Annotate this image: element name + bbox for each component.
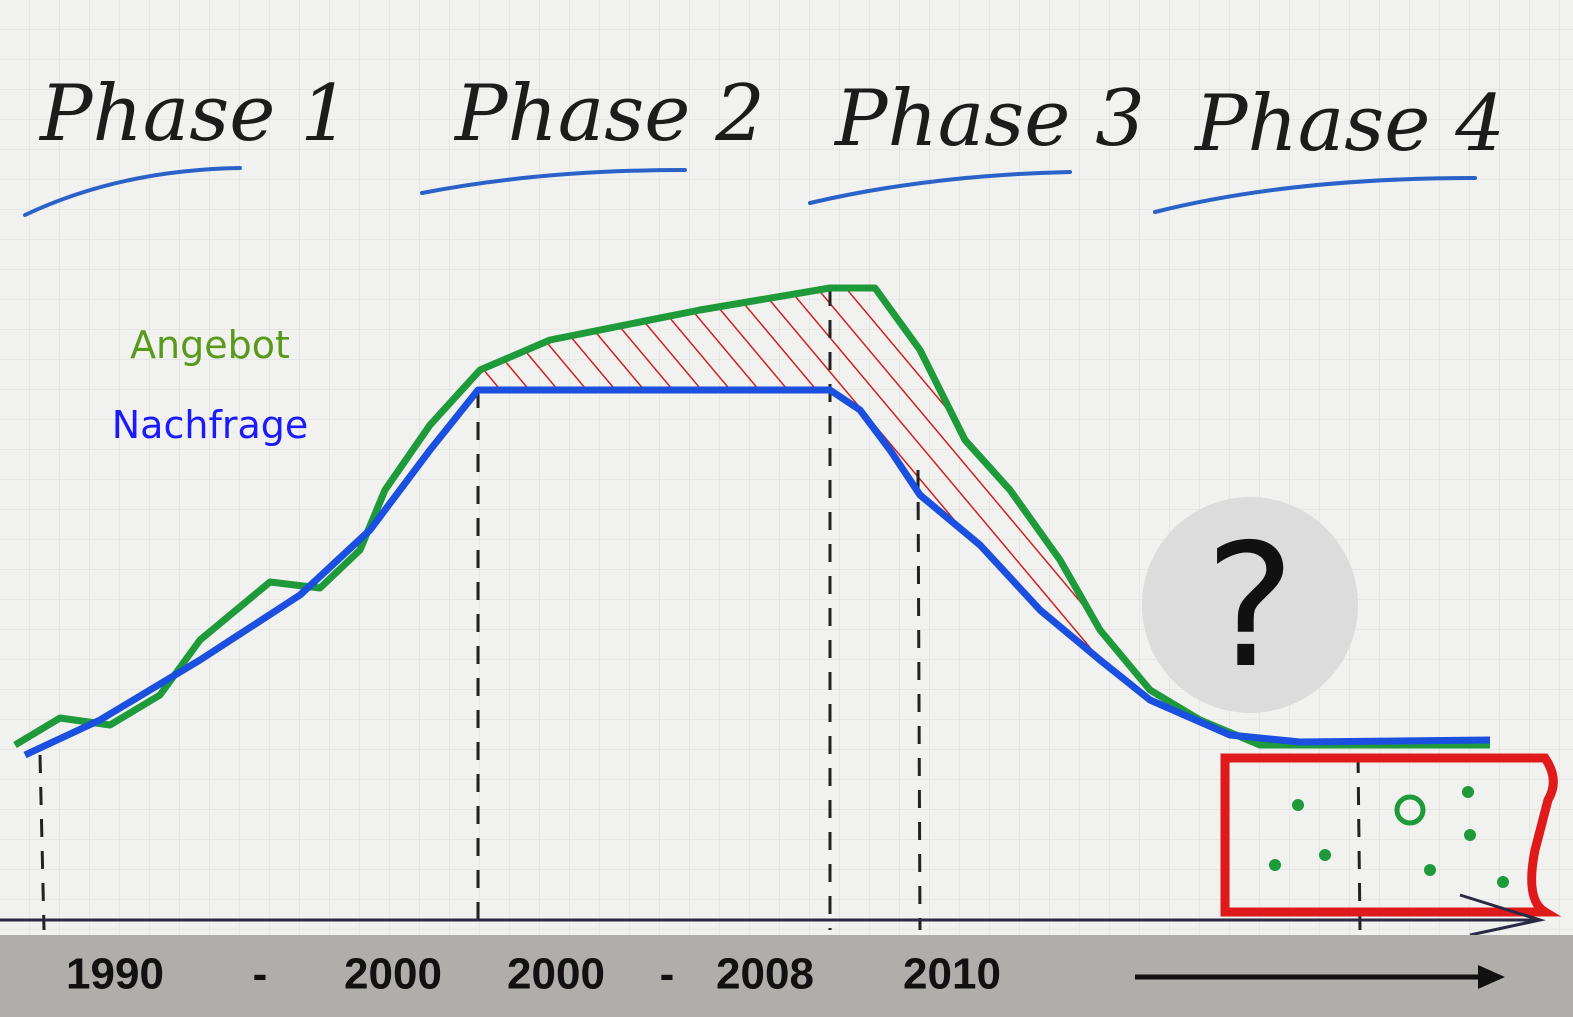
timeline-label: 2008 (716, 950, 814, 999)
dashed-marker (918, 470, 920, 930)
timeline-label: 2000 (507, 950, 605, 999)
timeline-label: 1990 (66, 950, 164, 999)
timeline-label: - (253, 950, 268, 999)
phase-title: Phase 2 (453, 69, 765, 159)
question-mark: ? (1205, 508, 1295, 706)
timeline-label: - (660, 950, 675, 999)
page: {"phases": ["Phase 1", "Phase 2", "Phase… (0, 0, 1573, 1017)
phase-title: Phase 3 (833, 74, 1145, 164)
legend-demand: Nachfrage (112, 403, 308, 447)
sketch: Phase 1 Phase 2 Phase 3 Phase 4 Angebot … (0, 0, 1573, 1017)
timeline-label: 2000 (344, 950, 442, 999)
phase-title: Phase 4 (1193, 79, 1505, 169)
phase-title: Phase 1 (38, 69, 350, 159)
timeline-label: 2010 (903, 950, 1001, 999)
legend-supply: Angebot (130, 323, 290, 367)
